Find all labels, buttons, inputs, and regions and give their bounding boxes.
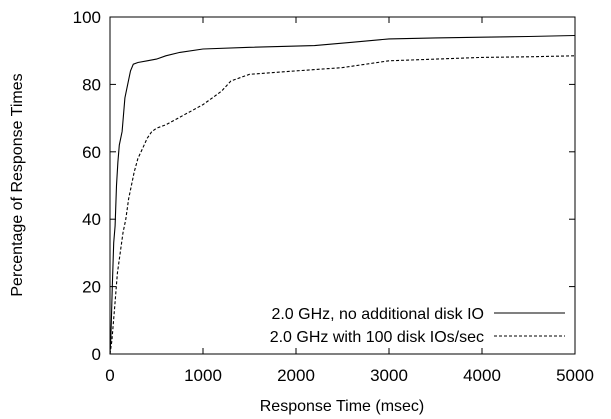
legend: 2.0 GHz, no additional disk IO 2.0 GHz wi… xyxy=(270,306,565,346)
y-axis-label: Percentage of Response Times xyxy=(9,73,26,296)
x-tick-label: 0 xyxy=(105,366,114,385)
y-tick-label: 40 xyxy=(82,210,101,229)
y-tick-label: 20 xyxy=(82,278,101,297)
y-tick-label: 60 xyxy=(82,143,101,162)
y-tick-label: 100 xyxy=(73,8,101,27)
series-line-2 xyxy=(109,55,576,355)
series-line-1 xyxy=(109,34,576,355)
x-tick-label: 1000 xyxy=(184,366,222,385)
legend-label-1: 2.0 GHz, no additional disk IO xyxy=(271,306,484,323)
x-tick-label: 4000 xyxy=(463,366,501,385)
x-axis-ticks: 0 1000 2000 3000 4000 5000 xyxy=(105,17,594,385)
legend-label-2: 2.0 GHz with 100 disk IOs/sec xyxy=(270,329,484,346)
plot-frame xyxy=(109,16,576,355)
y-tick-label: 0 xyxy=(92,345,101,364)
series-layer xyxy=(109,34,576,355)
x-tick-label: 2000 xyxy=(277,366,315,385)
y-axis-ticks: 0 20 40 60 80 100 xyxy=(73,8,575,364)
x-tick-label: 3000 xyxy=(370,366,408,385)
x-tick-label: 5000 xyxy=(556,366,594,385)
x-axis-label: Response Time (msec) xyxy=(260,398,425,415)
y-tick-label: 80 xyxy=(82,75,101,94)
